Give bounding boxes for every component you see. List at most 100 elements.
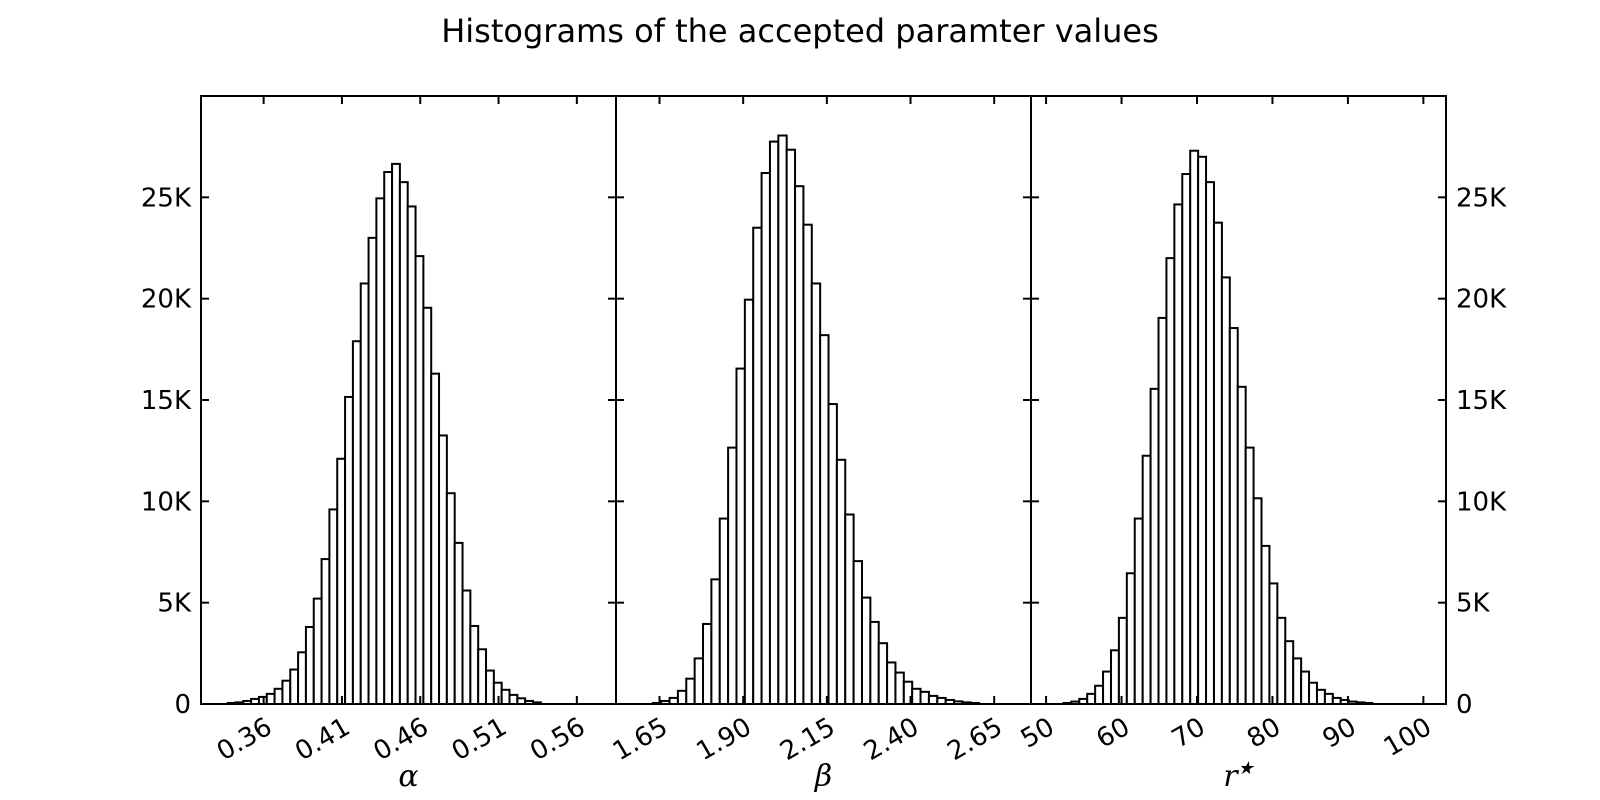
histogram-bar: [1197, 155, 1208, 706]
x-tick-label: 0.36: [212, 712, 277, 767]
histogram-bar: [886, 661, 897, 705]
histogram-bar: [281, 679, 292, 706]
y-tick-label-left: 20K: [141, 285, 192, 315]
x-tick-label: 100: [1379, 712, 1437, 763]
histogram-bar: [414, 255, 425, 705]
x-tick-label: 50: [1016, 712, 1060, 755]
x-tick-label: 2.65: [943, 712, 1008, 767]
histogram-bar: [777, 134, 788, 705]
histogram-bar: [835, 458, 847, 705]
histogram-bar: [1189, 149, 1200, 706]
histogram-bar: [693, 657, 705, 706]
x-tick-label: 70: [1167, 712, 1211, 755]
histogram-bar: [676, 689, 688, 705]
histogram-bar: [819, 334, 830, 705]
x-axis-label: r★: [1223, 758, 1254, 794]
histogram-bar: [1181, 173, 1192, 705]
histogram-bar: [1260, 544, 1271, 705]
histogram-bar: [336, 457, 347, 706]
histogram-bar: [1323, 692, 1334, 705]
x-tick-label: 60: [1091, 712, 1135, 755]
histogram-bar: [752, 226, 763, 705]
y-tick-label-right: 5K: [1456, 589, 1491, 619]
histogram-bar: [785, 148, 797, 705]
x-tick-label: 2.40: [859, 712, 924, 767]
y-tick-label-left: 0: [174, 690, 191, 720]
histogram-bar: [289, 668, 300, 706]
histogram-bar: [877, 642, 889, 706]
histogram-bar: [398, 181, 409, 705]
histogram-bar: [919, 690, 930, 706]
histogram-bar: [383, 171, 394, 705]
histogram-bar: [852, 560, 863, 705]
histogram-bar: [827, 403, 838, 705]
panel-r_star: 50 60 70 80 90 100 r★: [1016, 95, 1447, 794]
x-axis-label: β: [814, 759, 832, 794]
histogram-bar: [1205, 181, 1215, 705]
y-tick-label-right: 20K: [1456, 285, 1507, 315]
histogram-bar: [1315, 688, 1326, 706]
histogram-bar: [894, 671, 905, 706]
histogram-bar: [1102, 670, 1112, 705]
histogram-bar: [810, 282, 822, 705]
x-tick-label: 0.56: [525, 712, 590, 767]
x-tick-label: 0.41: [290, 712, 355, 767]
histogram-bar: [1300, 670, 1311, 705]
y-tick-label-left: 25K: [141, 183, 192, 213]
histogram-bar: [1133, 517, 1144, 705]
histogram-bar: [485, 669, 495, 705]
histogram-bar: [718, 517, 730, 705]
histogram-bar: [768, 140, 780, 706]
histogram-bar: [1086, 692, 1097, 705]
histogram-bar: [273, 687, 284, 705]
histogram-bar: [453, 541, 464, 705]
histogram-bar: [320, 558, 331, 705]
histogram-bar: [508, 693, 519, 706]
histogram-bar: [844, 513, 855, 705]
histogram-bar: [297, 651, 307, 706]
histogram-bar: [927, 694, 939, 705]
y-tick-label-left: 15K: [141, 386, 192, 416]
y-tick-label-right: 10K: [1456, 487, 1507, 517]
histogram-bar: [1157, 316, 1168, 705]
histogram-bar: [375, 197, 386, 705]
histogram-bar: [1276, 616, 1287, 705]
histogram-bar: [406, 205, 417, 705]
x-tick-label: 80: [1242, 712, 1286, 755]
histogram-bar: [710, 578, 721, 705]
histogram-bar: [727, 446, 738, 705]
histogram-bar: [304, 625, 315, 706]
histogram-bar: [438, 434, 448, 705]
histogram-bar: [1228, 327, 1239, 705]
histogram-bar: [1109, 649, 1120, 705]
histogram-bar: [391, 162, 401, 706]
histogram-bar: [794, 185, 805, 706]
x-axis-label: α: [398, 759, 418, 794]
histogram-bar: [1252, 497, 1263, 705]
histogram-bar: [911, 687, 922, 705]
histogram-bar: [1292, 657, 1303, 706]
histogram-bar: [1141, 454, 1152, 705]
histogram-bar: [802, 223, 813, 705]
histogram-bar: [344, 395, 354, 705]
histogram-bar: [1149, 387, 1160, 705]
histogram-bar: [312, 597, 323, 706]
y-tick-label-left: 5K: [157, 589, 192, 619]
histogram-bar: [1236, 385, 1247, 705]
histogram-bar: [469, 624, 480, 705]
histogram-bar: [735, 367, 746, 705]
histogram-bar: [760, 172, 771, 706]
y-tick-label-right: 25K: [1456, 183, 1507, 213]
histogram-bar: [1308, 681, 1318, 705]
x-tick-label: 1.65: [608, 712, 673, 767]
histogram-bar: [430, 372, 441, 705]
y-tick-label-right: 15K: [1456, 386, 1507, 416]
histogram-bar: [1173, 203, 1184, 705]
histogram-bar: [1165, 257, 1176, 705]
histogram-bar: [1220, 276, 1231, 705]
histogram-bar: [1094, 684, 1105, 706]
histogram-bar: [359, 282, 370, 705]
histogram-bar: [367, 236, 378, 705]
histogram-bar: [328, 508, 339, 705]
